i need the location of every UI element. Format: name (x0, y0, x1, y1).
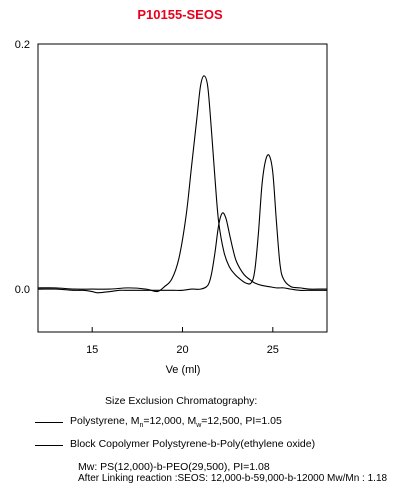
legend1-post: =12,500, PI=1.05 (201, 415, 282, 427)
legend-label-1: Polystyrene, Mn=12,000, Mw=12,500, PI=1.… (70, 415, 282, 429)
series-line-2 (37, 75, 327, 293)
series-line-1 (37, 212, 327, 294)
chart-plot: 15 20 25 0.0 0.2 Ve (ml) (15, 39, 328, 376)
linking-line: After Linking reaction :SEOS: 12,000-b-5… (78, 473, 388, 484)
y-tick-label: 0.0 (15, 284, 30, 296)
series-layer (37, 75, 327, 294)
chart-title: P10155-SEOS (137, 7, 223, 22)
legend1-pre: Polystyrene, M (70, 415, 140, 427)
legend1-sub1: n (139, 422, 144, 430)
legend-line-2 (35, 445, 63, 446)
legend-line-1 (35, 422, 63, 423)
x-axis-label: Ve (ml) (166, 364, 201, 376)
x-tick-label: 15 (86, 344, 98, 356)
axis-ticks: 15 20 25 0.0 0.2 (15, 39, 279, 356)
caption-heading: Size Exclusion Chromatography: (105, 395, 258, 407)
x-tick-label: 25 (267, 344, 279, 356)
legend-label-2: Block Copolymer Polystyrene-b-Poly(ethyl… (70, 438, 316, 450)
y-tick-label: 0.2 (15, 39, 30, 51)
x-tick-label: 20 (176, 344, 188, 356)
legend1-mid: =12,000, M (143, 415, 197, 427)
legend1-sub2: w (196, 422, 202, 430)
mw-line: Mw: PS(12,000)-b-PEO(29,500), PI=1.08 (78, 461, 270, 473)
